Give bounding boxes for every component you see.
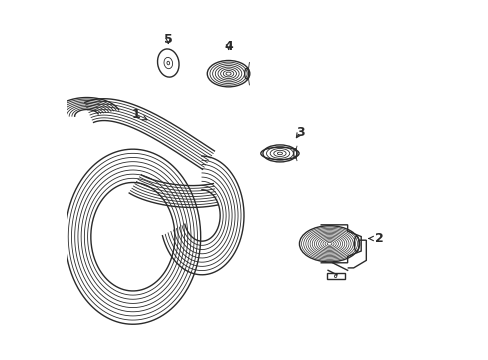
Text: 3: 3 <box>295 126 304 139</box>
Text: 2: 2 <box>368 232 383 245</box>
Text: 1: 1 <box>132 108 147 121</box>
Text: 5: 5 <box>163 33 172 46</box>
Text: 4: 4 <box>224 40 232 53</box>
